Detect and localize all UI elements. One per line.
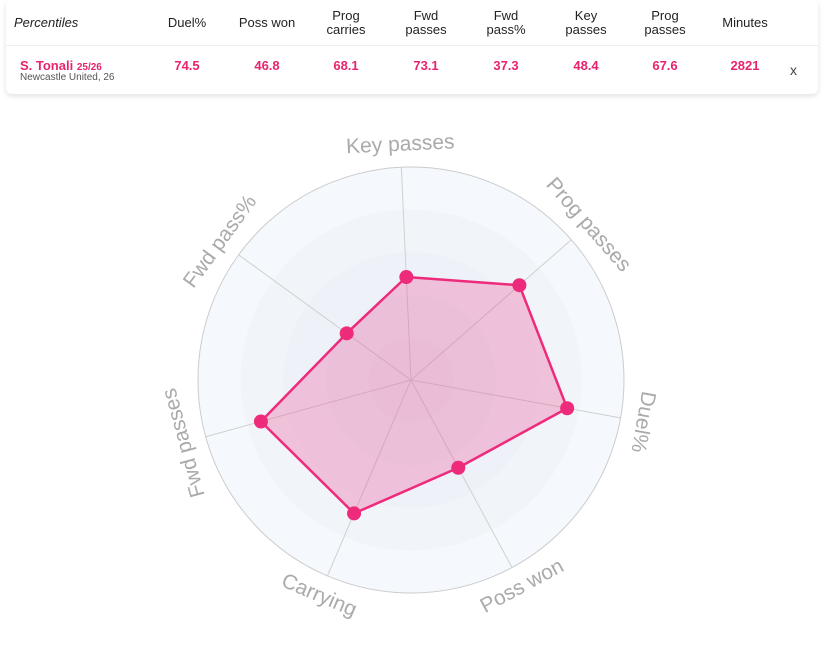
data-point	[253, 414, 268, 429]
player: S. Tonali	[20, 58, 74, 73]
cell-value: 68.1	[333, 58, 359, 73]
column-header: Key passes	[565, 7, 607, 37]
column-header: Percentiles	[14, 14, 79, 30]
axis-line	[410, 379, 621, 419]
axis-line	[326, 379, 412, 577]
radar-area	[259, 275, 569, 515]
cell-value: 67.6	[652, 58, 678, 73]
cell-value: 73.1	[413, 58, 439, 73]
axis-line	[205, 379, 412, 438]
axis-label: Duel%	[626, 390, 660, 455]
cell-value: 46.8	[254, 58, 280, 73]
close-button[interactable]: x	[790, 62, 797, 78]
cell-value: 2821	[730, 58, 760, 73]
data-point	[339, 326, 354, 341]
data-point	[512, 278, 527, 293]
column-header: Fwd pass%	[486, 7, 526, 37]
column-header: Poss won	[238, 14, 296, 30]
season: 25/26	[76, 62, 102, 73]
axis-label: Key passes	[346, 130, 455, 158]
data-point	[451, 460, 466, 475]
axis-line	[238, 254, 412, 381]
data-point	[347, 506, 362, 521]
cell-value: 37.3	[493, 58, 519, 73]
player-name: S. Tonali 25/26	[20, 58, 102, 73]
column-header: Duel%	[167, 14, 207, 30]
cell-value: 74.5	[174, 58, 200, 73]
data-point	[399, 270, 414, 285]
cell-value: 48.4	[573, 58, 599, 73]
column-header: Prog passes	[644, 7, 686, 37]
axis-line	[410, 239, 572, 381]
stats-card: Percentiles S. Tonali 25/26 Newcastle Un…	[6, 0, 818, 94]
divider	[6, 45, 818, 46]
column-header: Fwd passes	[405, 7, 447, 37]
column-header: Prog carries	[326, 7, 366, 37]
team: Newcastle United, 26	[20, 72, 115, 83]
column-header: Minutes	[722, 14, 768, 30]
data-point	[560, 401, 575, 416]
